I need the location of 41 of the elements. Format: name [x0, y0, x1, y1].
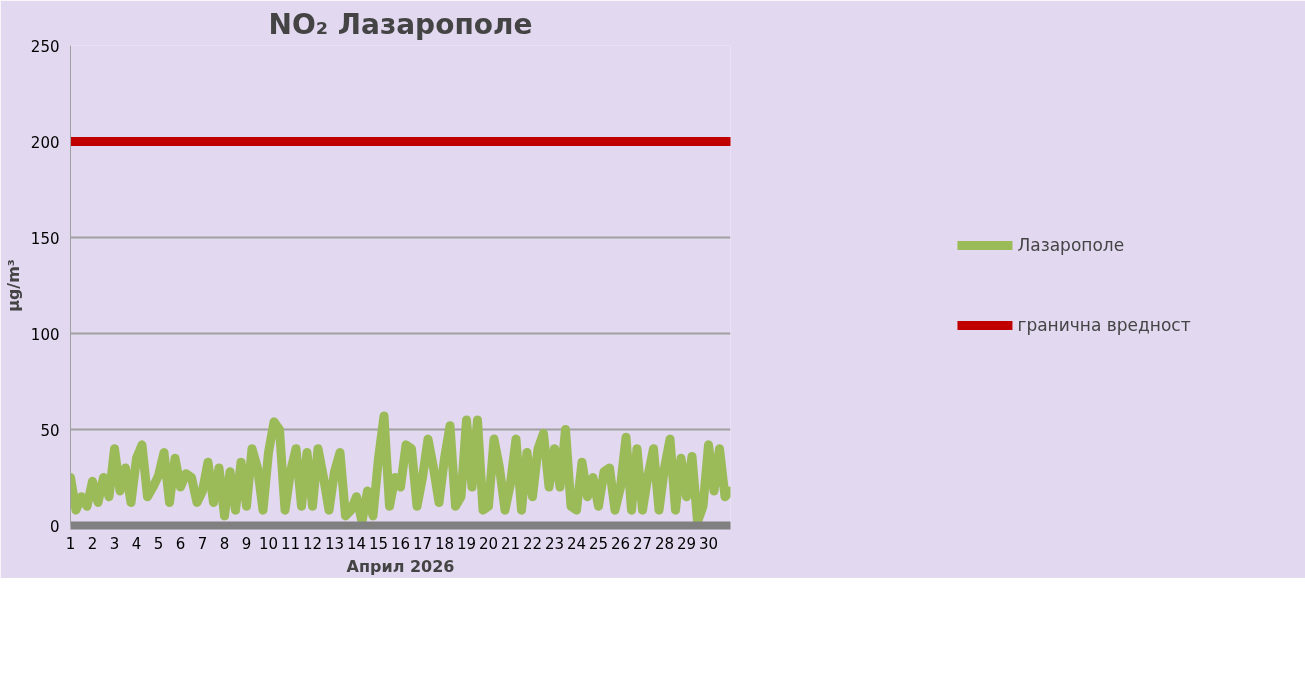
x-tick-label: 17 [412, 534, 433, 553]
x-tick-label: 26 [610, 534, 631, 553]
y-tick-label: 0 [49, 517, 60, 536]
x-tick-label: 22 [522, 534, 543, 553]
legend-label: Лазарополе [1017, 235, 1125, 255]
y-tick-label: 250 [30, 37, 60, 56]
x-tick-label: 3 [109, 534, 120, 553]
x-tick-label: 13 [324, 534, 345, 553]
x-tick-label: 1 [65, 534, 76, 553]
x-axis-title: Април 2026 [346, 556, 455, 576]
x-tick-label: 24 [566, 534, 587, 553]
x-tick-label: 7 [197, 534, 208, 553]
y-tick-label: 150 [30, 229, 60, 248]
x-tick-label: 21 [500, 534, 521, 553]
y-tick-label: 100 [30, 325, 60, 344]
chart-title: NO₂ Лазарополе [268, 7, 533, 41]
x-tick-label: 6 [175, 534, 186, 553]
x-tick-label: 27 [632, 534, 653, 553]
y-tick-label: 50 [40, 421, 60, 440]
x-tick-label: 16 [390, 534, 411, 553]
x-tick-label: 30 [698, 534, 719, 553]
x-tick-label: 14 [346, 534, 367, 553]
x-tick-label: 23 [544, 534, 565, 553]
x-tick-label: 15 [368, 534, 389, 553]
x-tick-label: 18 [434, 534, 455, 553]
x-tick-label: 2 [87, 534, 98, 553]
x-tick-label: 8 [219, 534, 230, 553]
x-tick-label: 12 [302, 534, 323, 553]
x-tick-label: 20 [478, 534, 499, 553]
y-axis-title: µg/m³ [3, 259, 23, 312]
x-tick-label: 19 [456, 534, 477, 553]
x-tick-label: 5 [153, 534, 164, 553]
x-tick-label: 4 [131, 534, 142, 553]
x-tick-label: 28 [654, 534, 675, 553]
legend-label: гранична вредност [1017, 315, 1191, 335]
x-tick-label: 29 [676, 534, 697, 553]
x-tick-label: 11 [280, 534, 301, 553]
x-tick-label: 10 [258, 534, 279, 553]
x-tick-label: 25 [588, 534, 609, 553]
y-tick-label: 200 [30, 133, 60, 152]
x-tick-label: 9 [241, 534, 252, 553]
